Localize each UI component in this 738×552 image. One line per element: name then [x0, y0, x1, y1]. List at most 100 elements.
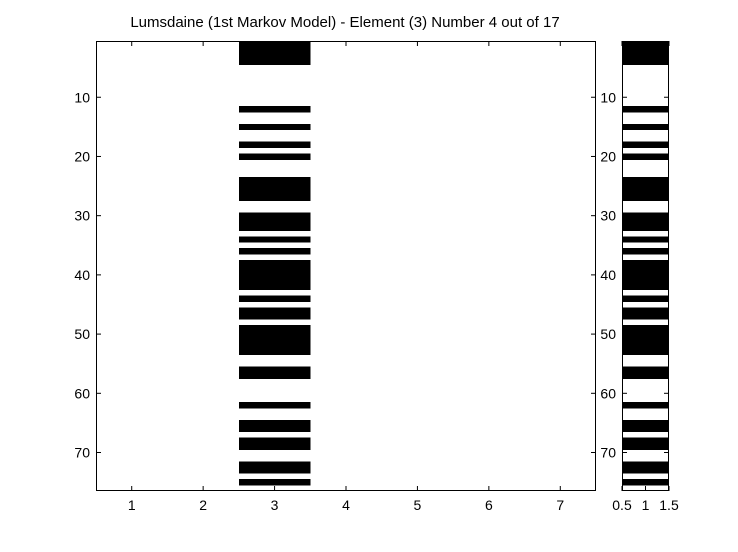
main-cell-row-34 [238, 236, 311, 243]
side-ytick-label: 10 [600, 89, 616, 105]
side-cell-row-20 [622, 153, 669, 160]
side-cell-row-49 [622, 325, 669, 332]
side-cell-row-26 [622, 189, 669, 196]
side-cell-row-34 [622, 236, 669, 243]
main-cell-row-40 [238, 271, 311, 279]
side-ytick-label: 30 [600, 208, 616, 224]
main-cell-row-44 [238, 295, 311, 302]
side-cell-row-72 [622, 461, 669, 468]
side-cell-row-46 [622, 307, 669, 314]
main-cell-row-26 [238, 189, 311, 196]
side-cell-row-47 [622, 313, 669, 320]
main-cell-row-12 [238, 106, 311, 113]
main-cell-row-41 [238, 277, 311, 285]
main-cell-row-51 [238, 337, 311, 344]
side-heatmap: 0.5 1 1.5 10 20 30 40 50 60 70 [600, 41, 679, 513]
main-cell-row-31 [238, 218, 311, 225]
main-cell-row-65 [238, 419, 311, 427]
side-cell-row-36 [622, 248, 669, 255]
side-cell-row-40 [622, 271, 669, 279]
side-cell-row-32 [622, 224, 669, 231]
main-xtick-label: 6 [485, 497, 493, 513]
main-cell-row-39 [238, 266, 311, 273]
main-heatmap: 1 2 3 4 5 6 7 10 20 30 40 50 60 70 [74, 41, 596, 513]
main-cell-row-46 [238, 307, 311, 314]
side-cell-row-25 [622, 183, 669, 190]
side-cell-row-68 [622, 437, 669, 444]
side-cell-row-56 [622, 366, 669, 373]
main-xtick-label: 5 [414, 497, 422, 513]
side-ytick-label: 70 [600, 445, 616, 461]
main-cell-row-57 [238, 372, 311, 379]
side-cell-row-57 [622, 372, 669, 379]
main-cell-row-49 [238, 325, 311, 332]
side-ytick-label: 40 [600, 267, 616, 283]
main-cell-row-15 [238, 123, 311, 131]
main-cell-row-2 [238, 46, 311, 54]
side-cell-row-2 [622, 46, 669, 54]
main-cell-row-24 [238, 177, 311, 184]
main-cell-row-62 [238, 402, 311, 409]
side-cell-row-44 [622, 295, 669, 302]
main-ytick-label: 30 [74, 208, 90, 224]
main-cell-row-38 [238, 260, 311, 267]
side-cell-row-4 [622, 58, 669, 66]
side-cell-row-39 [622, 266, 669, 273]
main-ytick-label: 20 [74, 148, 90, 164]
main-cell-row-25 [238, 183, 311, 190]
side-xtick-label: 1.5 [659, 497, 679, 513]
side-xtick-label: 0.5 [612, 497, 632, 513]
main-cell-row-73 [238, 467, 311, 474]
side-cell-row-12 [622, 106, 669, 113]
main-cell-row-53 [238, 348, 311, 356]
main-xtick-label: 3 [271, 497, 279, 513]
main-ytick-label: 40 [74, 267, 90, 283]
side-cell-row-18 [622, 141, 669, 148]
side-cell-row-53 [622, 348, 669, 356]
main-cell-row-66 [238, 425, 311, 433]
side-ytick-label: 60 [600, 385, 616, 401]
main-ytick-label: 70 [74, 445, 90, 461]
main-cell-row-36 [238, 248, 311, 255]
side-cell-row-27 [622, 194, 669, 202]
main-cell-row-72 [238, 461, 311, 468]
main-cell-row-75 [238, 479, 311, 486]
side-cell-row-50 [622, 331, 669, 338]
main-cell-row-52 [238, 342, 311, 350]
side-cell-row-41 [622, 277, 669, 285]
side-cell-row-65 [622, 419, 669, 427]
main-cell-row-3 [238, 52, 311, 60]
side-cell-row-51 [622, 337, 669, 344]
side-cell-row-15 [622, 123, 669, 131]
side-cell-row-3 [622, 52, 669, 60]
main-cell-row-4 [238, 58, 311, 66]
main-xtick-label: 4 [342, 497, 350, 513]
main-cell-row-30 [238, 212, 311, 219]
side-cell-row-30 [622, 212, 669, 219]
main-cell-row-68 [238, 437, 311, 444]
main-cell-row-32 [238, 224, 311, 231]
side-cell-row-73 [622, 467, 669, 474]
side-xtick-label: 1 [642, 497, 650, 513]
main-cell-row-50 [238, 331, 311, 338]
main-xtick-label: 2 [199, 497, 207, 513]
main-cell-row-27 [238, 194, 311, 202]
main-ytick-label: 60 [74, 385, 90, 401]
main-xtick-label: 1 [128, 497, 136, 513]
side-ytick-label: 50 [600, 326, 616, 342]
main-cell-row-42 [238, 283, 311, 291]
side-cell-row-75 [622, 479, 669, 486]
side-cell-row-38 [622, 260, 669, 267]
side-ytick-label: 20 [600, 148, 616, 164]
main-plot-background [96, 41, 596, 491]
main-xtick-label: 7 [556, 497, 564, 513]
main-cell-row-69 [238, 443, 311, 450]
main-ytick-label: 10 [74, 89, 90, 105]
side-cell-row-24 [622, 177, 669, 184]
side-cell-row-42 [622, 283, 669, 291]
side-cell-row-69 [622, 443, 669, 450]
side-cell-row-66 [622, 425, 669, 433]
main-ytick-label: 50 [74, 326, 90, 342]
side-cell-row-62 [622, 402, 669, 409]
